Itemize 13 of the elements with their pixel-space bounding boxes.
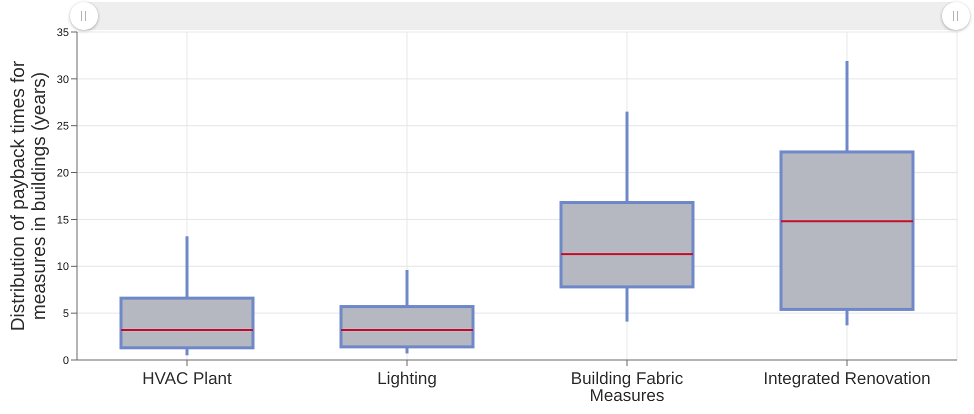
y-tick-label: 20 (56, 167, 69, 180)
x-tick-label: HVAC Plant (142, 369, 232, 388)
y-tick-label: 5 (62, 308, 69, 320)
y-tick-label: 10 (56, 261, 69, 274)
x-tick-label: Building Fabric Measures (570, 369, 684, 406)
y-tick-label: 30 (56, 74, 69, 86)
y-axis-title: Distribution of payback times for measures in buildings (years) (8, 60, 50, 332)
y-tick-label: 25 (56, 120, 69, 133)
x-tick-label: Integrated Renovation (763, 369, 931, 388)
x-tick-label: Lighting (377, 369, 437, 388)
y-tick-label: 15 (56, 214, 69, 226)
y-tick-label: 35 (56, 26, 69, 39)
y-tick-label: 0 (62, 354, 69, 367)
